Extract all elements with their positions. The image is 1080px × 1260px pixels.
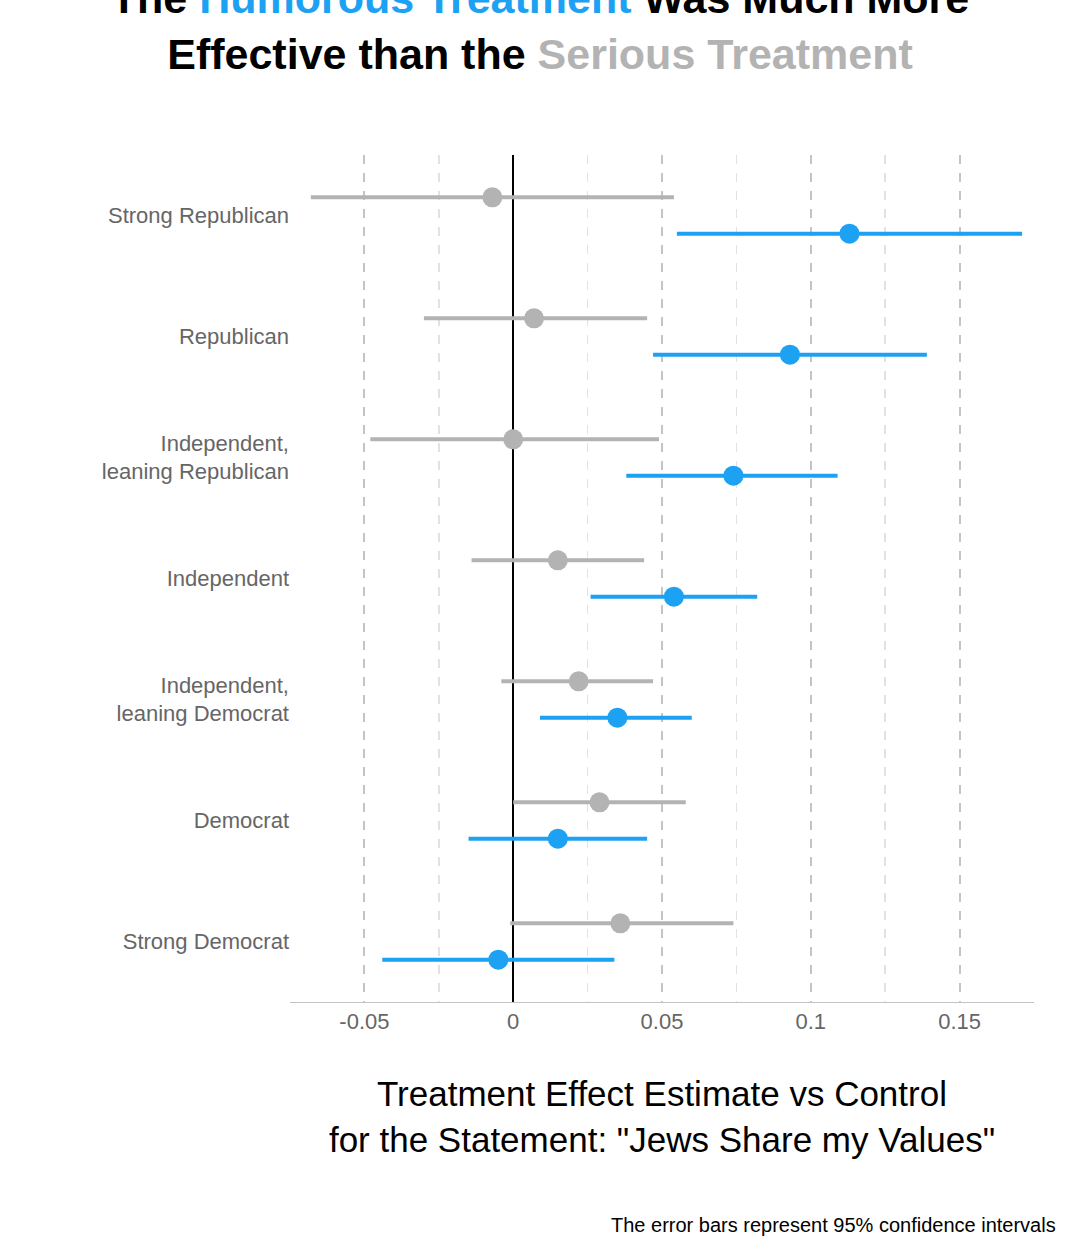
svg-text:0.05: 0.05 bbox=[641, 1009, 684, 1034]
svg-text:0.15: 0.15 bbox=[938, 1009, 981, 1034]
svg-text:0.1: 0.1 bbox=[796, 1009, 827, 1034]
svg-text:The error bars represent 95% c: The error bars represent 95% confidence … bbox=[611, 1214, 1056, 1236]
svg-text:0: 0 bbox=[507, 1009, 519, 1034]
svg-text:Independent,leaning Democrat: Independent,leaning Democrat bbox=[117, 673, 289, 727]
svg-text:Independent: Independent bbox=[167, 566, 289, 591]
svg-text:Strong Republican: Strong Republican bbox=[108, 203, 289, 228]
svg-text:Independent,leaning Republican: Independent,leaning Republican bbox=[102, 431, 289, 485]
svg-text:Democrat: Democrat bbox=[194, 808, 289, 833]
svg-text:Treatment Effect Estimate vs C: Treatment Effect Estimate vs Controlfor … bbox=[329, 1074, 995, 1159]
svg-text:Strong Democrat: Strong Democrat bbox=[123, 929, 289, 954]
svg-text:The Humorous Treatment Was Muc: The Humorous Treatment Was Much MoreEffe… bbox=[111, 0, 970, 78]
svg-text:Republican: Republican bbox=[179, 324, 289, 349]
svg-text:-0.05: -0.05 bbox=[339, 1009, 389, 1034]
